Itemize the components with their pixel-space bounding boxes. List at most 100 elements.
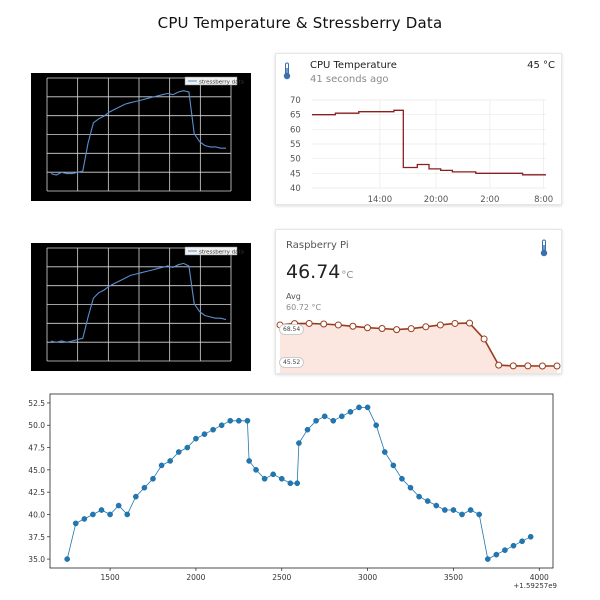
data-point (553, 362, 561, 370)
y-tick-label: 40.0 (28, 510, 45, 519)
scatter-point (278, 475, 285, 482)
scatter-point (184, 444, 191, 451)
data-point (305, 319, 313, 327)
data-point (509, 362, 517, 370)
scatter-point (141, 484, 148, 491)
scatter-point (296, 440, 302, 446)
scatter-point (373, 422, 379, 429)
raspberry-pi-temp: 46.74°C (286, 261, 353, 283)
scatter-point (236, 417, 242, 424)
scatter-point (484, 556, 491, 562)
scatter-point (167, 458, 173, 464)
scatter-point (399, 475, 405, 482)
scatter-point (321, 413, 328, 420)
scatter-point (519, 538, 525, 545)
scatter-point (476, 511, 482, 518)
y-tick-label: 40 (290, 184, 301, 194)
scatter-point (502, 547, 508, 553)
min-value-pill: 45.52 (279, 357, 305, 368)
scatter-point (150, 475, 156, 482)
data-point (349, 322, 357, 330)
data-point (480, 335, 488, 343)
scatter-point (244, 417, 251, 424)
y-tick-label: 35.0 (28, 555, 45, 564)
y-tick-label: 45 (290, 169, 301, 179)
x-tick-label: 1500 (101, 573, 120, 582)
scatter-point (364, 404, 371, 411)
scatter-point (175, 449, 182, 455)
raspberry-pi-area (280, 323, 557, 373)
scatter-point (390, 462, 397, 469)
stressberry-chart-1: stressberry data (31, 73, 251, 201)
scatter-point (158, 462, 165, 469)
y-tick-label: 50 (290, 155, 301, 165)
x-tick-label: 3000 (358, 573, 377, 582)
cpu-temperature-current: 45 °C (527, 60, 555, 71)
x-offset-label: +1.59257e9 (513, 582, 557, 590)
data-point (378, 324, 386, 332)
scatter-point (72, 520, 79, 527)
raspberry-pi-temp-value: 46.74 (286, 261, 341, 283)
scatter-point (442, 507, 448, 513)
data-point (495, 361, 503, 369)
stressberry-legend-1: stressberry data (184, 76, 244, 86)
y-tick-label: 47.5 (28, 444, 45, 453)
thermometer-icon (539, 239, 549, 261)
x-tick-label: 8:00 (534, 195, 553, 204)
scatter-point (294, 480, 301, 487)
cpu-temperature-updated: 41 seconds ago (310, 74, 389, 85)
max-value-pill: 68.54 (279, 324, 305, 335)
scatter-point (218, 422, 225, 429)
scatter-point (381, 449, 388, 455)
stressberry-chart-2: stressberry data (31, 243, 251, 371)
raspberry-pi-card[interactable]: Raspberry Pi 46.74°C Avg 60.72 °C 68.54 … (275, 229, 562, 374)
y-tick-label: 52.5 (28, 399, 45, 408)
scatter-point (416, 493, 422, 500)
stressberry-chart-2-plot: stressberry data (46, 246, 244, 362)
scatter-point (124, 511, 131, 518)
scatter-point (115, 502, 122, 509)
scatter-point (407, 484, 414, 491)
scatter-point (527, 533, 534, 540)
avg-value: 60.72 °C (286, 303, 322, 312)
scatter-point (227, 417, 234, 424)
y-tick-label: 50.0 (28, 421, 45, 430)
data-point (363, 324, 371, 332)
stressberry-legend-label-2: stressberry data (199, 250, 244, 256)
data-point (436, 321, 444, 329)
data-point (524, 362, 532, 370)
scatter-point (246, 458, 252, 464)
stressberry-legend-2: stressberry data (184, 246, 244, 256)
scatter-point (201, 431, 208, 437)
data-point (422, 323, 430, 331)
scatter-point (313, 417, 319, 424)
data-point (320, 320, 328, 328)
data-point (451, 319, 459, 327)
scatter-point (356, 404, 362, 411)
scatter-point (210, 426, 216, 433)
raspberry-pi-title: Raspberry Pi (286, 240, 349, 251)
x-tick-label: 4000 (530, 573, 549, 582)
scatter-point (90, 511, 96, 518)
y-tick-label: 55 (290, 140, 301, 150)
cpu-temperature-line (312, 109, 546, 176)
scatter-point (107, 511, 113, 518)
scatter-point (81, 516, 88, 522)
scatter-point (193, 435, 199, 442)
data-point (407, 325, 415, 333)
x-tick-label: 2:00 (480, 195, 499, 204)
page-title: CPU Temperature & Stressberry Data (157, 14, 443, 32)
stressberry-series-line (50, 262, 227, 343)
scatter-point (347, 409, 354, 415)
y-tick-label: 37.5 (28, 533, 45, 542)
scatter-point (133, 493, 139, 500)
scatter-point (339, 413, 345, 420)
x-tick-label: 2500 (272, 573, 291, 582)
stressberry-series-line (50, 90, 226, 176)
avg-label: Avg (286, 292, 301, 301)
scatter-point (64, 556, 70, 562)
scatter-point (253, 467, 259, 473)
cpu-temperature-card[interactable]: CPU Temperature 41 seconds ago 45 °C 40 4… (275, 53, 562, 205)
y-tick-label: 45.0 (28, 466, 45, 475)
stressberry-scatter-chart: 35.0 37.5 40.0 42.5 45.0 47.5 50.0 52.5 1500 200… (28, 393, 557, 590)
